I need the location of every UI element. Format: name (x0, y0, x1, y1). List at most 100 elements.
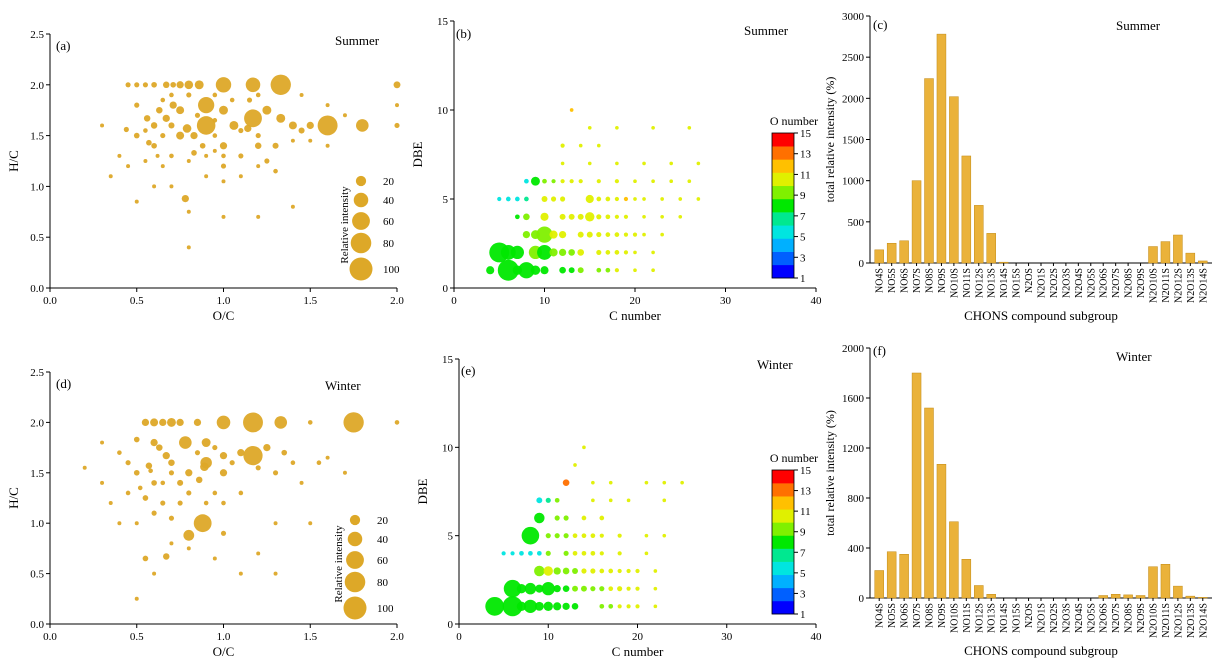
panel-e-point (617, 604, 622, 609)
panel-d-point (203, 500, 209, 506)
panel-d-point (142, 555, 149, 562)
panel-c-season: Summer (1116, 18, 1161, 33)
panel-a-point (306, 121, 314, 130)
panel-f-category-label: NO14S (999, 603, 1010, 633)
panel-d-season: Winter (325, 378, 361, 393)
panel-d-point (166, 417, 176, 427)
panel-a-point (212, 92, 218, 98)
panel-b-point (642, 232, 646, 237)
panel-b-colorbar-segment (772, 225, 794, 239)
panel-f-category-label: NO11S (962, 603, 973, 633)
panel-d-point (176, 418, 184, 427)
panel-b-xtick-label: 30 (720, 295, 732, 307)
panel-b-point (578, 143, 583, 148)
panel-a-point (221, 214, 226, 219)
panel-e-point (581, 533, 587, 539)
panel-d-scatter-winter: (d) Winter 0.0 0.5 1.0 1.5 2.0 0.0 0.5 1.0 1.5 2.… (6, 367, 404, 659)
panel-e-point (626, 604, 631, 609)
panel-d-point (219, 452, 228, 460)
panel-a-xtick-label: 0.0 (43, 295, 57, 307)
panel-a-point (276, 113, 286, 123)
panel-d-point (243, 412, 263, 433)
panel-b-point (524, 178, 529, 184)
panel-c-category-label: N2O6S (1099, 268, 1110, 298)
panel-a-point (186, 245, 191, 250)
panel-f-category-label: N2O8S (1124, 603, 1135, 633)
panel-a-point (117, 153, 122, 158)
panel-d-point (108, 501, 113, 506)
panel-d-point (229, 460, 235, 466)
panel-e-colorbar-segment (772, 522, 794, 536)
panel-b-point (596, 267, 602, 273)
panel-b-point (596, 249, 602, 255)
panel-e-point (572, 550, 578, 556)
panel-a-point (151, 142, 157, 149)
panel-b-point (614, 179, 620, 184)
panel-e-point (553, 602, 562, 611)
panel-d-point (133, 436, 140, 443)
panel-e-point (554, 497, 560, 503)
panel-b-point (541, 196, 548, 202)
panel-e-point (572, 568, 578, 574)
panel-c-category-label: NO14S (999, 268, 1010, 298)
panel-a-point (219, 142, 228, 150)
panel-d-legend-marker (344, 571, 366, 593)
panel-f-bar (961, 559, 972, 599)
panel-b-point (651, 125, 655, 130)
panel-a-point (156, 106, 163, 114)
panel-d-point (272, 470, 279, 476)
panel-d-point (179, 436, 192, 449)
panel-a-point (256, 164, 261, 169)
panel-a-legend-label: 60 (383, 216, 395, 228)
panel-e-point (617, 551, 622, 556)
panel-f-ytick-label: 1600 (842, 393, 865, 405)
panel-c-bar (986, 233, 996, 264)
panel-c-bar (924, 78, 934, 264)
panel-b-point (549, 248, 558, 257)
panel-d-point (273, 521, 278, 526)
panel-c-bar (961, 155, 972, 264)
panel-e-point (535, 584, 544, 593)
panel-d-point (220, 530, 227, 536)
panel-b-xtick-label: 10 (539, 295, 551, 307)
panel-c-category-label: N2O7S (1111, 268, 1122, 298)
panel-f-xlabel: CHONS compound subgroup (964, 643, 1118, 658)
panel-e-point (590, 550, 596, 556)
panel-f-category-label: N2O1S (1037, 603, 1048, 633)
panel-e-point (563, 550, 569, 556)
panel-e-point (545, 497, 551, 503)
panel-a-point (176, 81, 184, 89)
panel-e-point (608, 603, 614, 609)
panel-c-category-label: N2O2S (1049, 268, 1060, 298)
panel-a-point (394, 122, 400, 129)
panel-d-point (100, 480, 105, 485)
panel-d-point (160, 500, 166, 506)
panel-b-point (596, 143, 601, 148)
panel-d-xtick-label: 0.0 (43, 631, 57, 643)
panel-a-ytick-label: 0.5 (30, 232, 44, 244)
panel-e-point (582, 445, 586, 450)
panel-d-point (307, 420, 313, 425)
panel-b-point (605, 196, 611, 202)
panel-b-point (596, 232, 602, 238)
panel-c-category-label: NO13S (987, 268, 998, 298)
panel-c-category-label: N2O10S (1149, 268, 1160, 303)
panel-a-point (152, 184, 157, 189)
panel-b-point (614, 250, 620, 255)
panel-a-point (199, 142, 206, 149)
panel-a-point (168, 122, 175, 129)
panel-f-bar (1173, 585, 1183, 599)
panel-b-ytick-label: 10 (437, 105, 449, 117)
panel-e-point (617, 568, 622, 574)
panel-d-point (145, 462, 153, 469)
panel-a-point (288, 121, 297, 130)
panel-b-point (660, 232, 664, 237)
panel-b-colorbar-label: 9 (800, 190, 806, 202)
panel-c-ytick-label: 1000 (842, 176, 865, 188)
panel-b-point (568, 213, 575, 220)
panel-c-bar (886, 242, 897, 264)
panel-a-point (273, 168, 278, 174)
panel-e-point (562, 567, 570, 575)
